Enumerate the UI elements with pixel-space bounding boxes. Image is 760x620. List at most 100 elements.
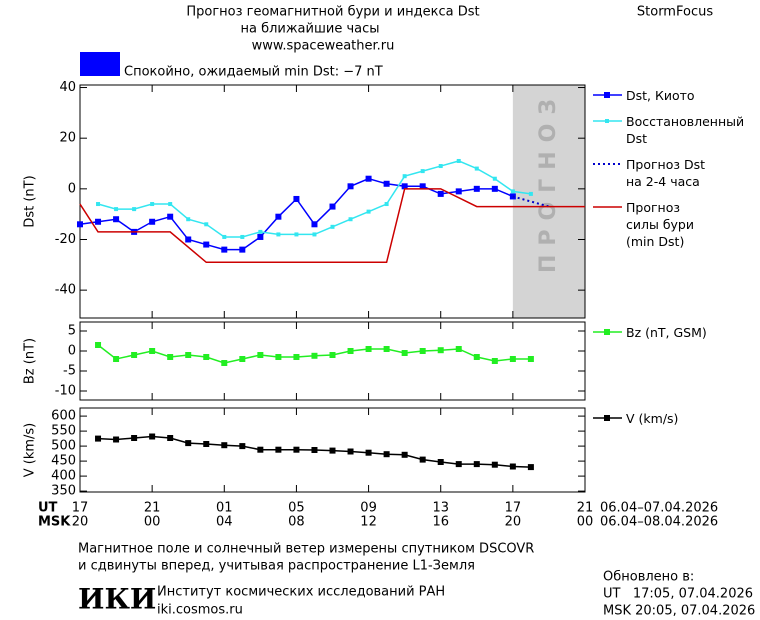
data-point <box>293 195 300 202</box>
footer-note: Магнитное поле и солнечный ветер измерен… <box>78 542 534 557</box>
x-tick-label: 21 <box>144 501 161 516</box>
data-point <box>257 352 264 358</box>
data-point <box>257 233 264 240</box>
data-point <box>401 350 408 356</box>
data-point <box>437 347 444 354</box>
forecast-region <box>512 85 585 318</box>
x-tick-label: 13 <box>432 501 449 516</box>
footer-note: и сдвинуты вперед, учитывая распростране… <box>78 559 475 574</box>
data-point <box>257 446 264 453</box>
data-point <box>365 449 372 456</box>
data-point <box>420 169 425 174</box>
brand: StormFocus <box>637 5 713 20</box>
y-tick-label: 5 <box>68 324 76 339</box>
data-point <box>509 356 516 362</box>
x-range-label: 06.04–07.04.2026 <box>600 501 718 516</box>
legend-entry: Восстановленный Dst <box>626 114 745 146</box>
data-point <box>239 356 246 362</box>
y-tick-label: -20 <box>55 232 76 247</box>
data-point <box>114 207 119 212</box>
y-tick-label: -5 <box>63 364 76 379</box>
data-point <box>132 207 137 212</box>
data-point <box>366 209 371 214</box>
x-tick-label: 17 <box>505 501 522 516</box>
y-tick-label: 500 <box>51 439 76 454</box>
legend-entry: Bz (nT, GSM) <box>626 325 707 340</box>
legend-entry: V (km/s) <box>626 411 679 426</box>
data-point <box>527 464 534 471</box>
data-point <box>239 443 246 450</box>
data-point <box>473 354 480 360</box>
data-point <box>419 348 426 354</box>
data-point <box>365 346 372 352</box>
data-point <box>383 346 390 352</box>
data-point <box>240 234 245 239</box>
legend-entry: Прогноз Dst на 2-4 часа <box>626 157 706 189</box>
data-point <box>347 183 354 190</box>
data-point <box>77 221 83 228</box>
data-point <box>419 456 426 463</box>
forecast-label: ПРОГНОЗ <box>536 90 561 273</box>
data-point <box>329 352 336 358</box>
data-point <box>365 175 372 182</box>
data-point <box>275 354 282 360</box>
plot-frame <box>79 407 586 493</box>
data-point <box>185 440 192 447</box>
data-point <box>113 436 120 443</box>
data-point <box>456 158 461 163</box>
data-point <box>455 188 462 195</box>
legend-swatch <box>605 119 609 123</box>
data-point <box>186 217 191 222</box>
data-point <box>473 461 480 468</box>
x2-tick-label: 20 <box>72 515 89 530</box>
data-point <box>258 229 263 234</box>
data-point <box>203 441 210 447</box>
updated-time: UT 17:05, 07.04.2026 <box>603 587 753 602</box>
updated-time: MSK 20:05, 07.04.2026 <box>603 604 755 619</box>
status-box <box>80 52 120 76</box>
data-point <box>491 461 498 468</box>
x2-tick-label: 20 <box>505 515 522 530</box>
data-point <box>149 433 156 440</box>
y-axis-label: Dst (nT) <box>23 175 38 227</box>
x2-tick-label: 12 <box>360 515 377 530</box>
data-point <box>473 185 480 192</box>
data-point <box>455 461 462 468</box>
y-tick-label: 0 <box>68 344 76 359</box>
x-tick-label: 17 <box>72 501 89 516</box>
legend-swatch <box>604 92 610 98</box>
y-tick-label: -40 <box>55 283 76 298</box>
y-tick-label: 20 <box>59 131 76 146</box>
plot-frame <box>79 84 586 319</box>
data-point <box>95 218 102 225</box>
data-point <box>329 447 336 454</box>
data-point <box>384 202 389 207</box>
x-row-label: UT <box>38 501 58 516</box>
x-tick-label: 05 <box>288 501 305 516</box>
series-line <box>79 177 514 251</box>
x2-tick-label: 00 <box>577 515 594 530</box>
legend-swatch <box>604 415 610 421</box>
legend-swatch <box>604 329 610 335</box>
y-tick-label: 350 <box>51 484 76 499</box>
data-point <box>347 348 354 354</box>
data-point <box>221 442 228 449</box>
y-tick-label: 600 <box>51 409 76 424</box>
data-point <box>402 174 407 179</box>
data-point <box>329 203 336 210</box>
data-point <box>203 354 210 360</box>
data-point <box>383 451 390 458</box>
data-point <box>347 448 354 455</box>
x-tick-label: 21 <box>577 501 594 516</box>
y-tick-label: 0 <box>68 181 76 196</box>
data-point <box>330 224 335 229</box>
x2-tick-label: 16 <box>432 515 449 530</box>
data-point <box>222 234 227 239</box>
data-point <box>168 202 173 207</box>
series-line <box>79 188 585 264</box>
data-point <box>96 202 101 207</box>
data-point <box>167 435 174 441</box>
data-point <box>401 451 408 458</box>
institute: Институт космических исследований РАН <box>157 585 445 600</box>
